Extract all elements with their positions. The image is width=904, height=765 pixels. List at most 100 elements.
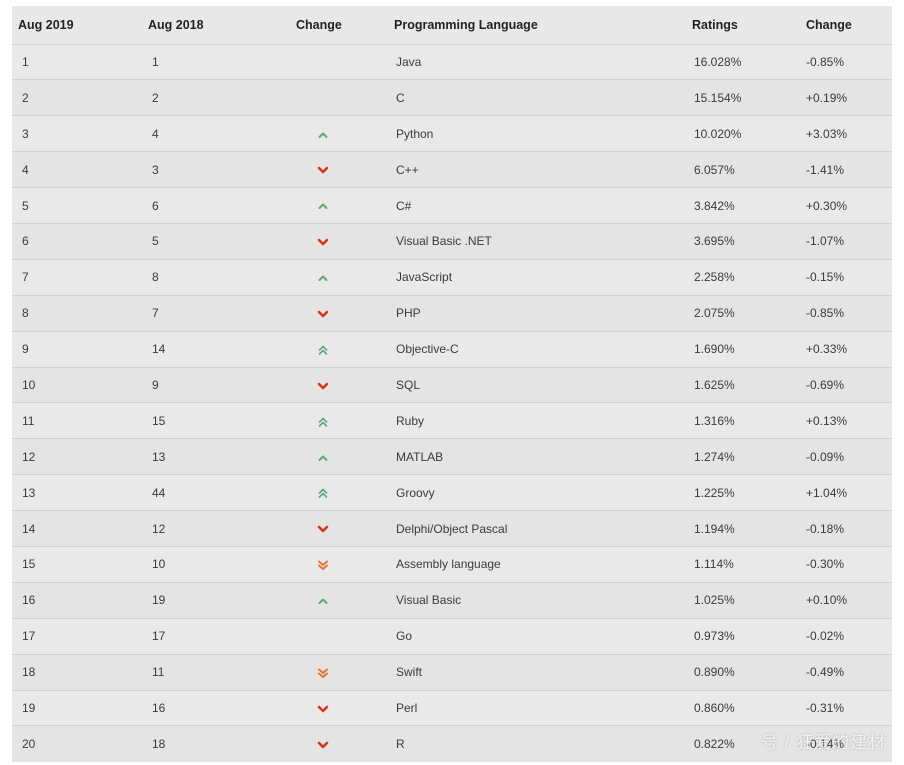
chevron-up-icon: [316, 129, 330, 141]
rating-value: 2.075%: [694, 306, 735, 321]
rating-value: 16.028%: [694, 54, 742, 69]
rating-value: 1.690%: [694, 342, 735, 357]
position-change-cell: [274, 582, 388, 618]
rank-aug-2018: 6: [152, 198, 159, 213]
rank-aug-2018: 19: [152, 593, 166, 608]
chevron-down-icon: [316, 739, 330, 751]
rank-aug-2018: 7: [152, 306, 159, 321]
rating-change-value: +0.30%: [806, 198, 848, 213]
rating-change-value: +0.33%: [806, 342, 848, 357]
rank-aug-2018: 4: [152, 126, 159, 141]
rank-aug-2018: 18: [152, 737, 166, 752]
language-name: C#: [396, 198, 412, 213]
position-change-cell: [274, 80, 388, 116]
language-name: MATLAB: [396, 449, 444, 464]
rank-aug-2018: 13: [152, 449, 166, 464]
language-name: Groovy: [396, 485, 435, 500]
language-name: C: [396, 90, 405, 105]
rating-value: 0.973%: [694, 629, 735, 644]
position-change-cell: [274, 331, 388, 367]
table-row: 8 7 PHP 2.075% -0.85%: [12, 295, 892, 332]
rank-aug-2018: 16: [152, 700, 166, 715]
rank-aug-2018: 14: [152, 342, 166, 357]
rank-aug-2019: 18: [22, 665, 36, 680]
language-name: Perl: [396, 700, 418, 715]
language-name: Swift: [396, 665, 423, 680]
rating-change-value: +0.19%: [806, 90, 848, 105]
position-change-cell: [274, 44, 388, 80]
rating-value: 1.316%: [694, 413, 735, 428]
rating-change-value: -0.31%: [806, 700, 845, 715]
language-name: Visual Basic: [396, 593, 462, 608]
table-row: 2 2 C 15.154% +0.19%: [12, 79, 892, 116]
header-position-change: Change: [296, 17, 342, 32]
table-row: 9 14 Objective-C 1.690% +0.33%: [12, 331, 892, 368]
position-change-cell: [274, 546, 388, 582]
rank-aug-2018: 12: [152, 521, 166, 536]
table-row: 10 9 SQL 1.625% -0.69%: [12, 367, 892, 403]
rank-aug-2019: 4: [22, 162, 29, 177]
rank-aug-2019: 9: [22, 342, 29, 357]
header-aug-2019: Aug 2019: [18, 17, 74, 32]
rating-change-value: -0.49%: [806, 665, 845, 680]
table-row: 17 17 Go 0.973% -0.02%: [12, 618, 892, 655]
table-row: 16 19 Visual Basic 1.025% +0.10%: [12, 582, 892, 619]
position-change-cell: [274, 618, 388, 654]
table-row: 19 16 Perl 0.860% -0.31%: [12, 690, 892, 726]
table-row: 20 18 R 0.822% -0.14%: [12, 725, 892, 762]
rank-aug-2019: 6: [22, 234, 29, 249]
rank-aug-2019: 12: [22, 449, 36, 464]
header-programming-language: Programming Language: [394, 17, 538, 32]
rating-change-value: +1.04%: [806, 485, 848, 500]
chevron-up-icon: [316, 595, 330, 607]
position-change-cell: [274, 403, 388, 439]
rank-aug-2019: 15: [22, 557, 36, 572]
rank-aug-2019: 3: [22, 126, 29, 141]
double-chevron-up-icon: [316, 344, 330, 356]
rating-change-value: -0.18%: [806, 521, 845, 536]
position-change-cell: [274, 475, 388, 511]
rating-change-value: -1.41%: [806, 162, 845, 177]
rating-change-value: -0.85%: [806, 54, 845, 69]
table-row: 3 4 Python 10.020% +3.03%: [12, 115, 892, 152]
rating-change-value: -0.14%: [806, 737, 845, 752]
rating-value: 15.154%: [694, 90, 742, 105]
rating-value: 1.225%: [694, 485, 735, 500]
rank-aug-2019: 16: [22, 593, 36, 608]
rank-aug-2018: 5: [152, 234, 159, 249]
rank-aug-2019: 8: [22, 306, 29, 321]
language-name: R: [396, 737, 405, 752]
chevron-up-icon: [316, 452, 330, 464]
rating-change-value: -0.09%: [806, 449, 845, 464]
table-row: 18 11 Swift 0.890% -0.49%: [12, 654, 892, 691]
language-name: C++: [396, 162, 419, 177]
rating-value: 10.020%: [694, 126, 742, 141]
chevron-up-icon: [316, 200, 330, 212]
rank-aug-2018: 1: [152, 54, 159, 69]
chevron-up-icon: [316, 272, 330, 284]
position-change-cell: [274, 654, 388, 690]
position-change-cell: [274, 690, 388, 726]
table-row: 5 6 C# 3.842% +0.30%: [12, 187, 892, 224]
rank-aug-2018: 9: [152, 377, 159, 392]
chevron-down-icon: [316, 380, 330, 392]
rating-change-value: -0.85%: [806, 306, 845, 321]
rating-change-value: -0.69%: [806, 377, 845, 392]
table-row: 14 12 Delphi/Object Pascal 1.194% -0.18%: [12, 510, 892, 547]
rank-aug-2018: 44: [152, 485, 166, 500]
double-chevron-down-icon: [316, 559, 330, 571]
rating-value: 0.860%: [694, 700, 735, 715]
table-body: 1 1 Java 16.028% -0.85% 2 2 C 15.154% +0.19% 3 4 Pyt…: [12, 44, 892, 762]
rank-aug-2019: 19: [22, 700, 36, 715]
table-row: 7 8 JavaScript 2.258% -0.15%: [12, 259, 892, 296]
rating-value: 1.025%: [694, 593, 735, 608]
rating-change-value: +3.03%: [806, 126, 848, 141]
language-name: Ruby: [396, 413, 425, 428]
language-name: Java: [396, 54, 422, 69]
rank-aug-2018: 3: [152, 162, 159, 177]
rank-aug-2018: 17: [152, 629, 166, 644]
table-row: 4 3 C++ 6.057% -1.41%: [12, 151, 892, 188]
position-change-cell: [274, 367, 388, 403]
rating-value: 1.194%: [694, 521, 735, 536]
